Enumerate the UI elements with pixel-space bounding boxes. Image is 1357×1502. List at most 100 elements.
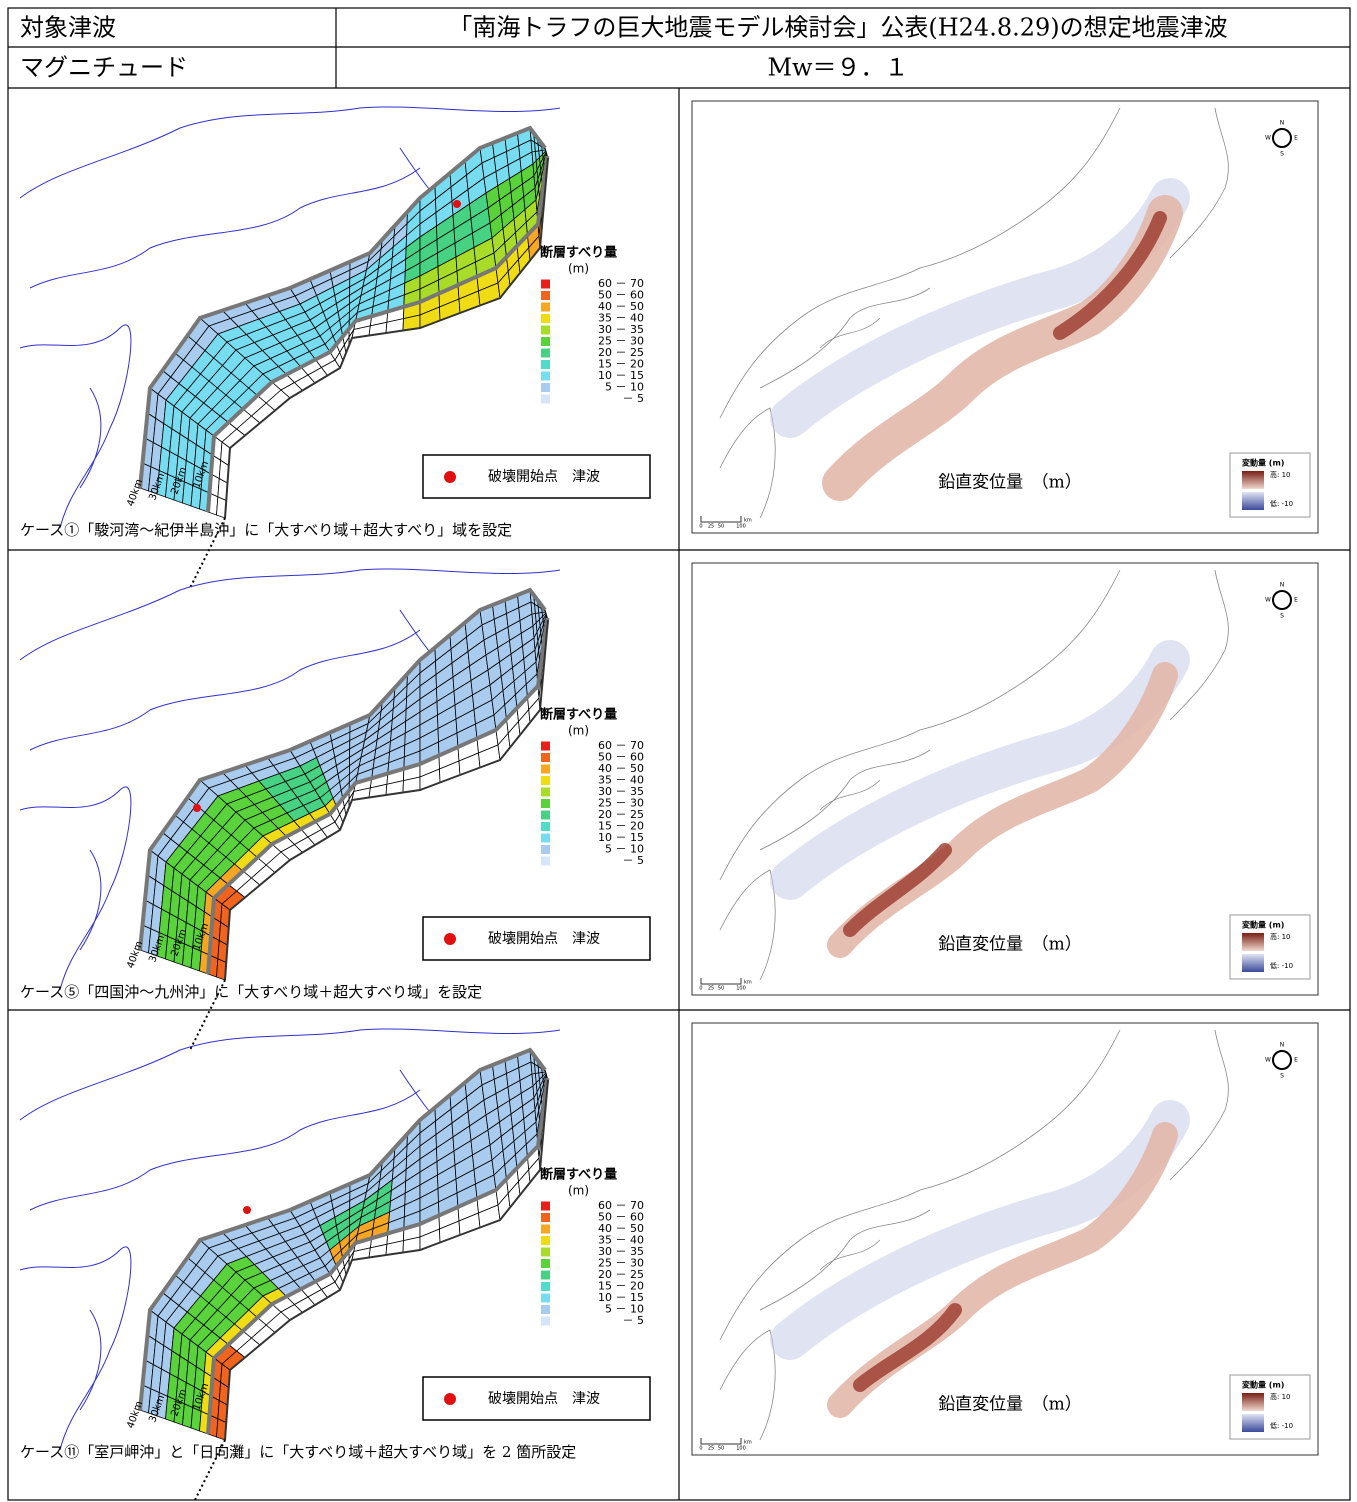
displacement-title: 鉛直変位量 （m） bbox=[938, 1395, 1082, 1415]
scale-label: 100 bbox=[736, 986, 746, 992]
legend-swatch bbox=[541, 383, 550, 392]
legend-label: 20 － 25 bbox=[598, 808, 644, 821]
legend-label: 35 － 40 bbox=[598, 312, 644, 325]
legend-label: 15 － 20 bbox=[598, 358, 644, 371]
scale-bar bbox=[700, 1438, 742, 1445]
scale-label: 25 bbox=[708, 986, 714, 992]
legend-unit: (m) bbox=[568, 724, 589, 738]
coast-path bbox=[819, 779, 881, 811]
displacement-title: 鉛直変位量 （m） bbox=[938, 935, 1082, 955]
coast-path bbox=[759, 1209, 931, 1311]
legend-label: 5 － 10 bbox=[605, 1303, 644, 1316]
coast-path bbox=[1169, 107, 1229, 259]
legend-label: 30 － 35 bbox=[598, 323, 644, 336]
legend-label: 20 － 25 bbox=[598, 346, 644, 359]
legend-label: 35 － 40 bbox=[598, 774, 644, 787]
coast-path bbox=[1169, 1029, 1229, 1181]
legend-swatch bbox=[1242, 954, 1264, 972]
legend-swatch bbox=[541, 833, 550, 843]
displacement-legend-high: 高: 10 bbox=[1270, 1392, 1291, 1401]
coastline bbox=[19, 1028, 561, 1451]
marker-legend-label: 破壊開始点 津波 bbox=[488, 469, 600, 485]
legend-title: 断層すべり量 bbox=[540, 1167, 617, 1183]
legend-swatch bbox=[541, 1224, 550, 1234]
compass bbox=[1272, 128, 1292, 148]
hypocenter bbox=[453, 200, 461, 208]
legend-swatch bbox=[541, 325, 550, 335]
compass-label: E bbox=[1294, 597, 1298, 604]
legend-title: 断層すべり量 bbox=[540, 245, 617, 261]
legend-label: 25 － 30 bbox=[598, 1257, 644, 1270]
coast-path bbox=[19, 106, 561, 199]
depth-label: 40km bbox=[125, 1400, 145, 1430]
legend-label: 40 － 50 bbox=[598, 762, 644, 775]
legend-unit: (m) bbox=[568, 262, 589, 276]
legend-swatch bbox=[541, 1213, 550, 1222]
legend-swatch bbox=[1242, 471, 1264, 489]
coastline bbox=[719, 107, 1229, 519]
scale-unit: km bbox=[744, 518, 752, 524]
displacement-legend-low: 低: -10 bbox=[1270, 961, 1293, 970]
coast-path bbox=[19, 1246, 132, 1451]
coast-path bbox=[719, 869, 776, 981]
coast-path bbox=[759, 749, 931, 851]
scale-label: 25 bbox=[708, 1446, 714, 1452]
displacement-legend-low: 低: -10 bbox=[1270, 499, 1293, 508]
compass-label: S bbox=[1280, 613, 1284, 620]
legend-swatch bbox=[541, 1316, 550, 1326]
legend-label: 40 － 50 bbox=[598, 300, 644, 313]
coast-path bbox=[79, 387, 102, 489]
fault-outline bbox=[224, 157, 549, 519]
coast-path bbox=[19, 786, 132, 991]
compass-label: S bbox=[1280, 151, 1284, 158]
legend-swatch bbox=[541, 1305, 550, 1314]
coast-path bbox=[819, 1239, 881, 1271]
legend-swatch bbox=[541, 799, 550, 808]
fault-outline bbox=[206, 617, 550, 975]
marker-legend-box bbox=[422, 916, 651, 961]
marker-legend-dot bbox=[444, 933, 456, 945]
scale-unit: km bbox=[744, 980, 752, 986]
legend-swatch bbox=[541, 1270, 550, 1280]
legend-swatch bbox=[541, 810, 550, 820]
depth-label: 40km bbox=[125, 478, 145, 508]
legend-label: 15 － 20 bbox=[598, 1280, 644, 1293]
legend-label: 10 － 15 bbox=[598, 369, 644, 382]
legend-swatch bbox=[541, 371, 550, 381]
legend-swatch bbox=[541, 1201, 550, 1211]
case-caption: ケース①「駿河湾～紀伊半島沖」に「大すべり域＋超大すべり」域を設定 bbox=[20, 521, 512, 539]
legend-label: 60 － 70 bbox=[598, 739, 644, 752]
legend-label: － 5 bbox=[623, 392, 645, 405]
coastline bbox=[719, 569, 1229, 981]
header-value: 「南海トラフの巨大地震モデル検討会」公表(H24.8.29)の想定地震津波 bbox=[448, 14, 1227, 42]
depth-label: 40km bbox=[125, 940, 145, 970]
fault-outline bbox=[138, 1047, 547, 1411]
legend-title: 断層すべり量 bbox=[540, 707, 617, 723]
compass-label: E bbox=[1294, 135, 1298, 142]
legend-label: 50 － 60 bbox=[598, 1211, 644, 1224]
table-borders bbox=[7, 7, 1351, 1501]
legend-label: 10 － 15 bbox=[598, 831, 644, 844]
fault-grid bbox=[139, 1048, 549, 1441]
coast-path bbox=[759, 287, 931, 389]
legend-label: 25 － 30 bbox=[598, 797, 644, 810]
fault-outline bbox=[224, 1079, 549, 1441]
legend-label: 20 － 25 bbox=[598, 1268, 644, 1281]
scale-bar bbox=[700, 516, 742, 523]
displacement-legend-title: 変動量 (m) bbox=[1242, 458, 1284, 468]
compass bbox=[1272, 1050, 1292, 1070]
uplift-peak bbox=[843, 843, 952, 937]
coast-path bbox=[1169, 569, 1229, 721]
legend-swatch bbox=[541, 1236, 550, 1245]
compass-label: E bbox=[1294, 1057, 1298, 1064]
legend-swatch bbox=[541, 787, 550, 797]
coast-path bbox=[79, 1309, 102, 1411]
case-caption: ケース⑪「室戸岬沖」と「日向灘」に「大すべり域＋超大すべり域」を 2 箇所設定 bbox=[20, 1443, 576, 1461]
scale-label: 50 bbox=[718, 524, 724, 530]
legend-swatch bbox=[541, 279, 550, 289]
scale-unit: km bbox=[744, 1440, 752, 1446]
